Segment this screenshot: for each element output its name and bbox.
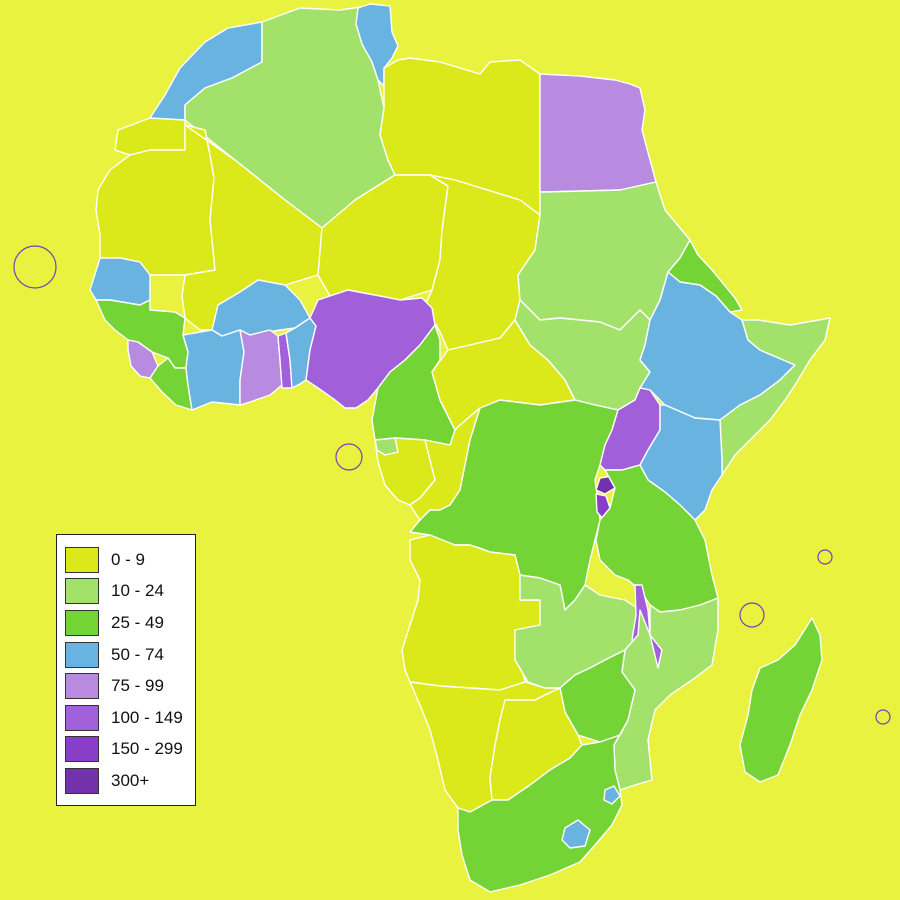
sao-tome-marker <box>335 443 363 471</box>
seychelles-marker <box>817 549 833 565</box>
legend-item: 75 - 99 <box>65 670 195 702</box>
legend-item: 300+ <box>65 765 195 797</box>
islands-layer <box>13 245 891 725</box>
legend-swatch <box>65 641 99 668</box>
country-south-africa <box>457 719 629 893</box>
countries-layer <box>89 3 831 893</box>
legend-label: 100 - 149 <box>111 707 183 727</box>
comoros-marker <box>739 602 765 628</box>
legend-item: 150 - 299 <box>65 734 195 766</box>
legend-item: 100 - 149 <box>65 702 195 734</box>
legend-label: 75 - 99 <box>111 676 164 696</box>
legend-label: 0 - 9 <box>111 549 146 569</box>
legend-label: 10 - 24 <box>111 581 164 601</box>
country-egypt <box>539 73 657 193</box>
country-lesotho <box>561 819 591 849</box>
legend-label: 25 - 49 <box>111 612 164 632</box>
mauritius-marker <box>875 709 891 725</box>
legend-swatch <box>65 736 99 763</box>
legend-swatch <box>65 546 99 573</box>
country-kenya <box>639 404 723 521</box>
country-cote-d-ivoire <box>182 329 245 411</box>
country-somalia <box>719 317 831 476</box>
legend-item: 50 - 74 <box>65 639 195 671</box>
cape-verde-marker <box>13 245 57 289</box>
legend-label: 50 - 74 <box>111 644 164 664</box>
legend-label: 300+ <box>111 770 150 790</box>
legend-item: 10 - 24 <box>65 576 195 608</box>
country-equatorial-guinea <box>374 437 399 456</box>
legend-swatch <box>65 673 99 700</box>
country-ghana <box>239 329 283 406</box>
country-madagascar <box>739 617 823 783</box>
map-legend: 0 - 9 10 - 24 25 - 49 50 - 74 75 - 99 10… <box>56 534 196 806</box>
legend-item: 0 - 9 <box>65 544 195 576</box>
country-senegal <box>89 257 151 306</box>
country-eswatini <box>603 785 621 805</box>
legend-item: 25 - 49 <box>65 607 195 639</box>
legend-label: 150 - 299 <box>111 739 183 759</box>
legend-swatch <box>65 767 99 794</box>
legend-swatch <box>65 704 99 731</box>
legend-swatch <box>65 578 99 605</box>
legend-swatch <box>65 609 99 636</box>
